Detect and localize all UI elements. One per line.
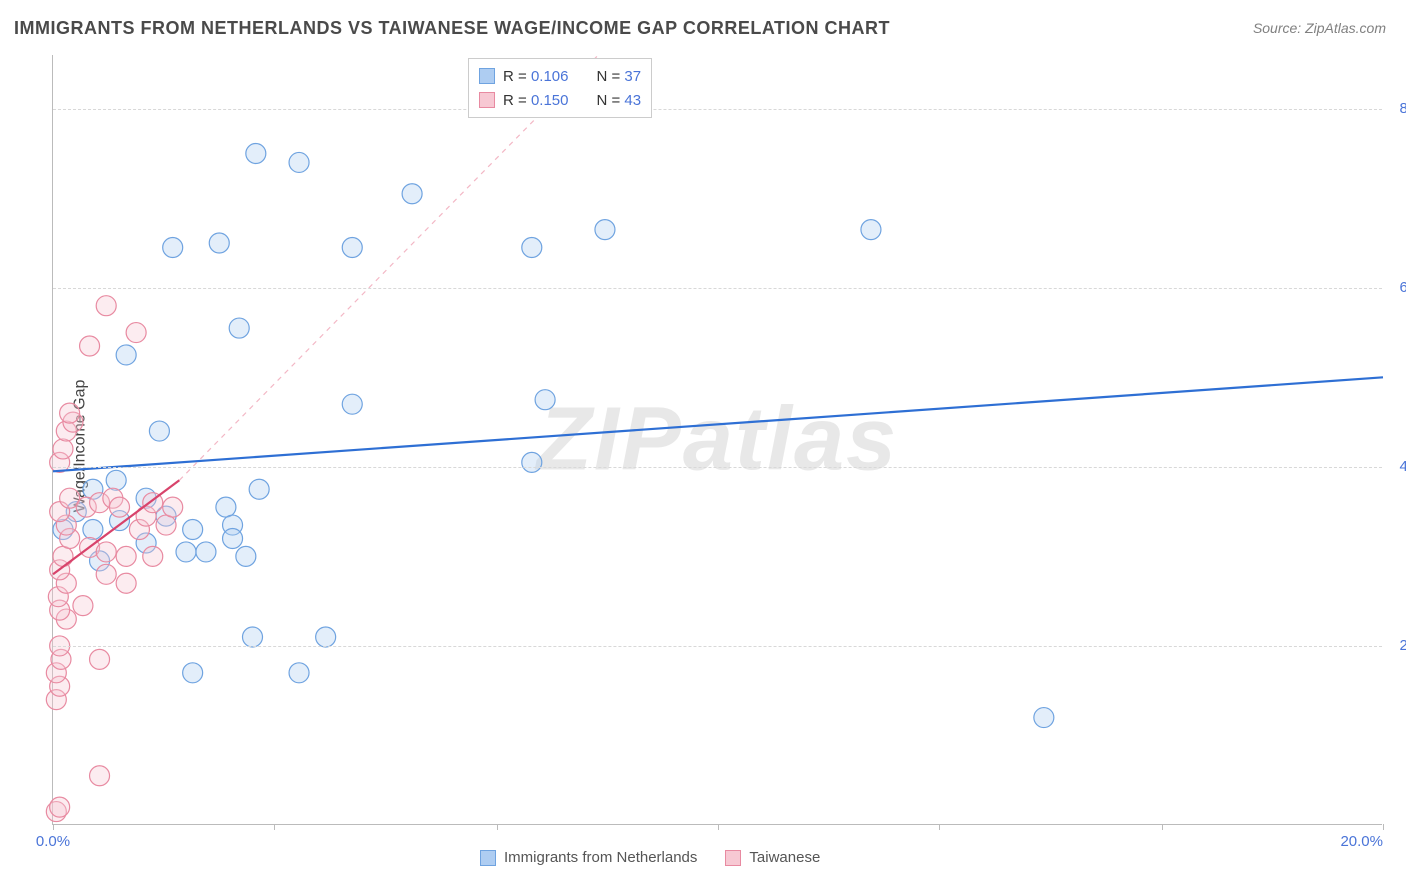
data-point	[156, 515, 176, 535]
x-tick	[939, 824, 940, 830]
legend-r-label: R =	[503, 68, 531, 85]
data-point	[535, 390, 555, 410]
data-point	[90, 766, 110, 786]
chart-svg	[53, 55, 1382, 824]
legend-n-value: 43	[624, 92, 641, 109]
data-point	[342, 238, 362, 258]
data-point	[595, 220, 615, 240]
trend-line	[53, 377, 1383, 471]
data-point	[522, 238, 542, 258]
data-point	[96, 564, 116, 584]
data-point	[60, 403, 80, 423]
data-point	[163, 238, 183, 258]
data-point	[243, 627, 263, 647]
data-point	[246, 143, 266, 163]
y-tick-label: 60.0%	[1387, 279, 1406, 296]
data-point	[110, 497, 130, 517]
plot-area: ZIPatlas 20.0%40.0%60.0%80.0%0.0%20.0%	[52, 55, 1382, 825]
legend-swatch	[725, 850, 741, 866]
data-point	[80, 336, 100, 356]
legend-n-label: N =	[596, 92, 624, 109]
legend-row: R = 0.150 N = 43	[479, 88, 641, 112]
legend-r-label: R =	[503, 92, 531, 109]
data-point	[106, 470, 126, 490]
data-point	[126, 323, 146, 343]
y-tick-label: 80.0%	[1387, 100, 1406, 117]
legend-series-item: Taiwanese	[725, 849, 820, 866]
data-point	[196, 542, 216, 562]
legend-swatch	[479, 92, 495, 108]
data-point	[53, 546, 73, 566]
data-point	[116, 546, 136, 566]
y-tick-label: 40.0%	[1387, 458, 1406, 475]
data-point	[216, 497, 236, 517]
legend-swatch	[479, 68, 495, 84]
x-tick-label: 0.0%	[36, 833, 70, 850]
data-point	[209, 233, 229, 253]
legend-series-label: Immigrants from Netherlands	[504, 849, 697, 866]
x-tick	[1383, 824, 1384, 830]
data-point	[149, 421, 169, 441]
grid-line	[53, 288, 1382, 289]
x-tick	[274, 824, 275, 830]
data-point	[116, 345, 136, 365]
x-tick	[53, 824, 54, 830]
data-point	[50, 797, 70, 817]
data-point	[116, 573, 136, 593]
data-point	[90, 649, 110, 669]
data-point	[96, 296, 116, 316]
grid-line	[53, 467, 1382, 468]
data-point	[316, 627, 336, 647]
grid-line	[53, 646, 1382, 647]
source-attribution: Source: ZipAtlas.com	[1253, 20, 1386, 36]
legend-correlation: R = 0.106 N = 37 R = 0.150 N = 43	[468, 58, 652, 118]
data-point	[522, 452, 542, 472]
chart-title: IMMIGRANTS FROM NETHERLANDS VS TAIWANESE…	[14, 18, 890, 39]
x-tick	[497, 824, 498, 830]
data-point	[183, 520, 203, 540]
legend-swatch	[480, 850, 496, 866]
legend-row: R = 0.106 N = 37	[479, 64, 641, 88]
legend-n-value: 37	[624, 68, 641, 85]
data-point	[861, 220, 881, 240]
legend-series: Immigrants from Netherlands Taiwanese	[480, 849, 820, 866]
data-point	[229, 318, 249, 338]
legend-r-value: 0.106	[531, 68, 569, 85]
data-point	[143, 546, 163, 566]
x-tick	[718, 824, 719, 830]
grid-line	[53, 109, 1382, 110]
data-point	[342, 394, 362, 414]
data-point	[176, 542, 196, 562]
data-point	[289, 663, 309, 683]
data-point	[53, 439, 73, 459]
legend-series-label: Taiwanese	[749, 849, 820, 866]
legend-series-item: Immigrants from Netherlands	[480, 849, 697, 866]
data-point	[163, 497, 183, 517]
data-point	[289, 152, 309, 172]
data-point	[249, 479, 269, 499]
data-point	[183, 663, 203, 683]
legend-r-value: 0.150	[531, 92, 569, 109]
x-tick-label: 20.0%	[1340, 833, 1383, 850]
data-point	[236, 546, 256, 566]
data-point	[223, 528, 243, 548]
y-tick-label: 20.0%	[1387, 637, 1406, 654]
data-point	[402, 184, 422, 204]
data-point	[73, 596, 93, 616]
x-tick	[1162, 824, 1163, 830]
legend-n-label: N =	[596, 68, 624, 85]
trend-line	[179, 55, 598, 480]
data-point	[83, 520, 103, 540]
data-point	[96, 542, 116, 562]
data-point	[1034, 708, 1054, 728]
correlation-chart: IMMIGRANTS FROM NETHERLANDS VS TAIWANESE…	[0, 0, 1406, 892]
